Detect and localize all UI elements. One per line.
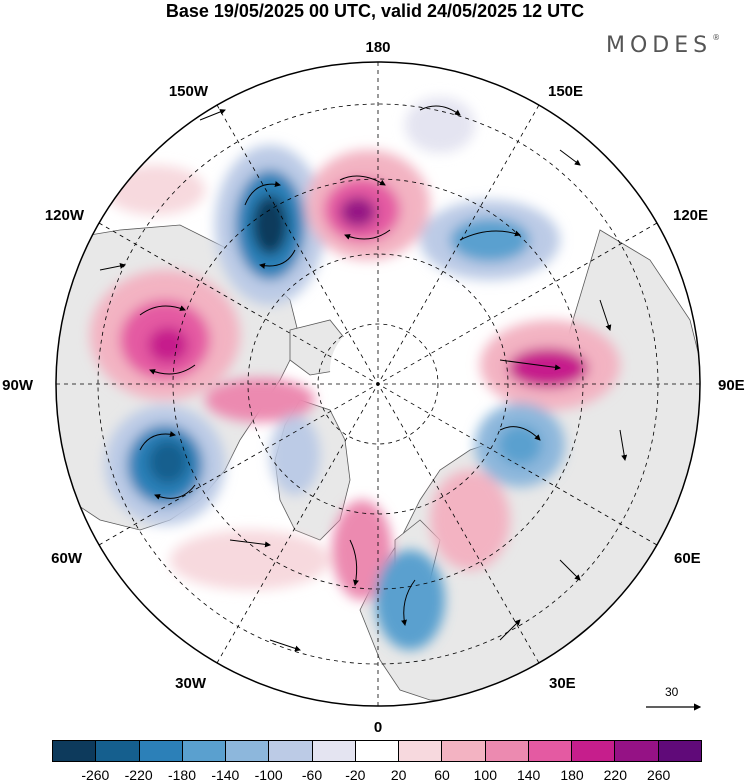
colorbar-tick-label: -20 xyxy=(345,767,366,783)
wind-vector xyxy=(229,539,271,548)
lon-label-150w: 150W xyxy=(169,83,209,100)
positive-anomaly-russia-core xyxy=(508,348,588,388)
colorbar xyxy=(52,740,702,762)
positive-anomaly-scandinavia xyxy=(332,500,392,600)
wind-vector xyxy=(99,263,126,271)
colorbar-tick-label: -100 xyxy=(254,767,283,783)
lon-label-120w: 120W xyxy=(45,207,85,224)
latitude-circle-80 xyxy=(317,323,439,445)
wind-vector xyxy=(269,639,301,652)
colorbar-cell xyxy=(182,741,227,761)
wind-vector xyxy=(154,484,196,500)
lon-label-60e: 60E xyxy=(674,550,701,567)
colorbar-tick-label: 220 xyxy=(603,767,628,783)
wind-vector xyxy=(559,559,581,581)
wind-vector xyxy=(459,230,521,241)
negative-anomaly-east-siberia xyxy=(405,97,475,153)
colorbar-cell xyxy=(53,741,97,761)
lon-label-150e: 150E xyxy=(548,83,583,100)
wind-vector xyxy=(139,431,176,451)
wind-vector xyxy=(149,364,196,375)
colorbar-tick-label: 260 xyxy=(646,767,671,783)
negative-anomaly-europe xyxy=(375,550,445,650)
wind-vector xyxy=(499,426,541,441)
colorbar-cell xyxy=(355,741,400,761)
polar-stereographic-map: 180 0 90W 90E 150W 120W 60W 30W 150E 120… xyxy=(2,39,745,736)
lon-label-30w: 30W xyxy=(175,675,207,692)
wind-vector xyxy=(259,249,296,269)
colorbar-cell xyxy=(312,741,356,761)
lon-label-30e: 30E xyxy=(549,675,576,692)
map-disk xyxy=(56,62,700,706)
wind-vector xyxy=(499,619,521,641)
wind-vectors xyxy=(89,105,628,652)
wind-vector xyxy=(419,105,461,116)
meridian-30w-150e xyxy=(216,104,540,664)
colorbar-cell xyxy=(269,741,313,761)
positive-anomaly-pacific-inner xyxy=(340,197,376,227)
wind-vector xyxy=(244,181,281,206)
colorbar-tick-label: 60 xyxy=(434,767,450,783)
latitude-circle-60 xyxy=(172,178,584,590)
colorbar-cell xyxy=(399,741,443,761)
lon-label-90e: 90E xyxy=(718,377,745,394)
positive-anomaly-baffin xyxy=(205,378,315,422)
colorbar-tick-label: -60 xyxy=(301,767,323,783)
graticule xyxy=(56,62,700,706)
colorbar-tick-label: -180 xyxy=(167,767,197,783)
lon-label-180: 180 xyxy=(365,39,390,56)
colorbar-tick-label: 100 xyxy=(473,767,498,783)
positive-anomaly-canada-inner xyxy=(148,327,188,363)
colorbar-cell xyxy=(572,741,616,761)
wind-vector xyxy=(599,299,612,331)
colorbar-cell xyxy=(485,741,529,761)
lon-label-120e: 120E xyxy=(673,207,708,224)
map-boundary xyxy=(55,61,701,707)
colorbar-cell xyxy=(139,741,183,761)
colorbar-cell xyxy=(226,741,270,761)
anomaly-field xyxy=(90,97,620,650)
wind-vector xyxy=(344,229,391,240)
map-title: Base 19/05/2025 00 UTC, valid 24/05/2025… xyxy=(165,1,585,21)
colorbar-tick-label: -140 xyxy=(211,767,240,783)
lon-label-0: 0 xyxy=(374,719,382,736)
positive-anomaly-midatlantic xyxy=(170,530,330,590)
positive-anomaly-aleutians xyxy=(105,165,205,215)
colorbar-cell xyxy=(96,741,140,761)
colorbar-tick-label: -260 xyxy=(81,767,110,783)
colorbar-cell xyxy=(615,741,659,761)
wind-vector xyxy=(499,359,561,371)
colorbar-cell xyxy=(528,741,573,761)
wind-vector xyxy=(401,579,416,626)
wind-vector xyxy=(619,429,628,461)
negative-anomaly-atlantic-inner xyxy=(148,440,188,484)
positive-anomaly-north-sea xyxy=(430,470,510,570)
colorbar-tick-label: 140 xyxy=(516,767,541,783)
negative-anomaly-alaska-inner xyxy=(252,195,288,255)
wind-vector xyxy=(139,305,186,316)
vector-scale-label: 30 xyxy=(665,685,679,699)
colorbar-tick-label: 20 xyxy=(390,767,407,783)
lon-label-90w: 90W xyxy=(2,377,34,394)
negative-anomaly-siberia-core xyxy=(450,218,530,262)
wind-vector xyxy=(199,109,226,121)
modes-logo: MODES® xyxy=(606,33,721,58)
colorbar-tick-label: -220 xyxy=(124,767,153,783)
colorbar-cell xyxy=(442,741,486,761)
lon-label-60w: 60W xyxy=(51,550,83,567)
wind-vector xyxy=(339,175,386,186)
colorbar-tick-label: 180 xyxy=(560,767,584,783)
wind-vector xyxy=(349,539,359,586)
negative-anomaly-urals-core xyxy=(498,425,542,465)
colorbar-cell xyxy=(658,741,701,761)
wind-vector xyxy=(559,149,581,166)
negative-anomaly-greenland xyxy=(270,415,320,495)
